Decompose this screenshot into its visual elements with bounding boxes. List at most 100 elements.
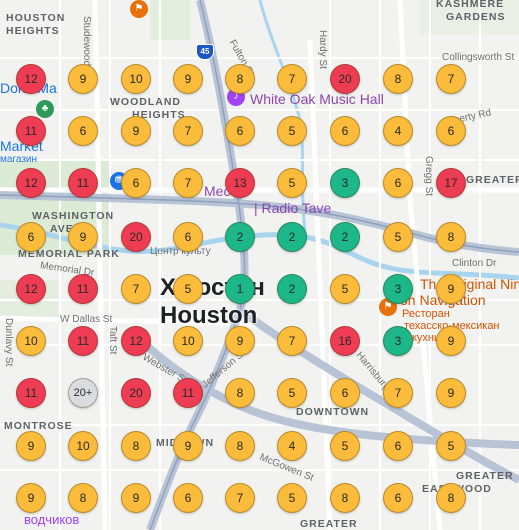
marker-yellow[interactable]: 7 xyxy=(277,326,307,356)
marker-yellow[interactable]: 8 xyxy=(225,64,255,94)
marker-red[interactable]: 17 xyxy=(436,168,466,198)
marker-yellow[interactable]: 5 xyxy=(277,168,307,198)
marker-yellow[interactable]: 5 xyxy=(436,431,466,461)
marker-yellow[interactable]: 6 xyxy=(225,116,255,146)
marker-yellow[interactable]: 9 xyxy=(225,326,255,356)
marker-red[interactable]: 12 xyxy=(16,168,46,198)
marker-red[interactable]: 12 xyxy=(121,326,151,356)
marker-yellow[interactable]: 10 xyxy=(121,64,151,94)
marker-red[interactable]: 12 xyxy=(16,64,46,94)
marker-green[interactable]: 2 xyxy=(277,274,307,304)
marker-yellow[interactable]: 7 xyxy=(225,483,255,513)
marker-yellow[interactable]: 9 xyxy=(173,431,203,461)
marker-yellow[interactable]: 8 xyxy=(436,222,466,252)
neighborhood-downtown: DOWNTOWN xyxy=(296,406,370,418)
marker-red[interactable]: 20 xyxy=(121,222,151,252)
marker-red[interactable]: 11 xyxy=(68,274,98,304)
marker-gray[interactable]: 20+ xyxy=(68,378,98,408)
marker-red[interactable]: 20 xyxy=(330,64,360,94)
marker-red[interactable]: 13 xyxy=(225,168,255,198)
marker-yellow[interactable]: 9 xyxy=(436,274,466,304)
marker-yellow[interactable]: 8 xyxy=(383,64,413,94)
neighborhood-label-line1: WOODLAND xyxy=(110,96,181,108)
poi-vodka[interactable]: водчиков xyxy=(24,512,80,527)
marker-yellow[interactable]: 7 xyxy=(436,64,466,94)
marker-yellow[interactable]: 9 xyxy=(16,431,46,461)
marker-yellow[interactable]: 8 xyxy=(330,483,360,513)
marker-yellow[interactable]: 6 xyxy=(383,168,413,198)
marker-yellow[interactable]: 7 xyxy=(277,64,307,94)
marker-yellow[interactable]: 6 xyxy=(173,222,203,252)
poi-white-oak-music-hall[interactable]: White Oak Music Hall xyxy=(250,91,384,107)
marker-yellow[interactable]: 5 xyxy=(277,116,307,146)
marker-red[interactable]: 11 xyxy=(173,378,203,408)
marker-yellow[interactable]: 9 xyxy=(121,116,151,146)
marker-red[interactable]: 16 xyxy=(330,326,360,356)
marker-red[interactable]: 11 xyxy=(68,168,98,198)
marker-yellow[interactable]: 6 xyxy=(16,222,46,252)
marker-yellow[interactable]: 5 xyxy=(330,274,360,304)
marker-red[interactable]: 11 xyxy=(16,378,46,408)
marker-yellow[interactable]: 9 xyxy=(173,64,203,94)
poi-original-ninfas[interactable]: The Original Ninf xyxy=(420,276,519,292)
marker-yellow[interactable]: 4 xyxy=(383,116,413,146)
poi-radio-tavern[interactable]: | Radio Tave xyxy=(254,200,332,216)
marker-yellow[interactable]: 7 xyxy=(173,168,203,198)
tree-icon[interactable]: ♣ xyxy=(36,100,54,118)
poi-cuisine[interactable]: кухни xyxy=(412,332,441,344)
marker-red[interactable]: 20 xyxy=(121,378,151,408)
marker-yellow[interactable]: 7 xyxy=(383,378,413,408)
marker-yellow[interactable]: 6 xyxy=(68,116,98,146)
street-label-clinton: Clinton Dr xyxy=(452,258,497,269)
marker-green[interactable]: 2 xyxy=(225,222,255,252)
marker-yellow[interactable]: 5 xyxy=(173,274,203,304)
marker-yellow[interactable]: 6 xyxy=(330,116,360,146)
marker-yellow[interactable]: 9 xyxy=(436,326,466,356)
marker-yellow[interactable]: 6 xyxy=(173,483,203,513)
marker-yellow[interactable]: 9 xyxy=(436,378,466,408)
marker-green[interactable]: 3 xyxy=(383,326,413,356)
marker-green[interactable]: 1 xyxy=(225,274,255,304)
marker-yellow[interactable]: 5 xyxy=(383,222,413,252)
marker-red[interactable]: 11 xyxy=(16,116,46,146)
interstate-45-shield: 45 xyxy=(196,44,214,60)
marker-green[interactable]: 3 xyxy=(383,274,413,304)
marker-yellow[interactable]: 7 xyxy=(121,274,151,304)
marker-yellow[interactable]: 6 xyxy=(383,431,413,461)
marker-yellow[interactable]: 9 xyxy=(16,483,46,513)
marker-yellow[interactable]: 8 xyxy=(68,483,98,513)
marker-yellow[interactable]: 6 xyxy=(383,483,413,513)
marker-yellow[interactable]: 10 xyxy=(68,431,98,461)
marker-red[interactable]: 11 xyxy=(68,326,98,356)
neighborhood-label-line1: WASHINGTON xyxy=(32,210,115,222)
marker-yellow[interactable]: 7 xyxy=(173,116,203,146)
poi-magazin[interactable]: магазин xyxy=(0,154,38,165)
poi-center[interactable]: Центр культу xyxy=(150,246,211,257)
marker-green[interactable]: 3 xyxy=(330,168,360,198)
marker-yellow[interactable]: 9 xyxy=(68,64,98,94)
marker-yellow[interactable]: 10 xyxy=(173,326,203,356)
marker-yellow[interactable]: 8 xyxy=(225,431,255,461)
marker-yellow[interactable]: 9 xyxy=(121,483,151,513)
marker-yellow[interactable]: 9 xyxy=(68,222,98,252)
poi-restaurant-ru[interactable]: Ресторан xyxy=(402,308,450,320)
poi-moonshine[interactable]: Mec xyxy=(204,183,231,199)
marker-yellow[interactable]: 6 xyxy=(330,378,360,408)
marker-yellow[interactable]: 4 xyxy=(277,431,307,461)
marker-yellow[interactable]: 6 xyxy=(121,168,151,198)
restaurant-icon[interactable]: ⚑ xyxy=(130,0,148,18)
marker-green[interactable]: 2 xyxy=(330,222,360,252)
neighborhood-memorial-park: MEMORIAL PARK xyxy=(18,248,120,260)
marker-yellow[interactable]: 5 xyxy=(277,378,307,408)
marker-yellow[interactable]: 10 xyxy=(16,326,46,356)
marker-red[interactable]: 12 xyxy=(16,274,46,304)
city-label-houston: Houston xyxy=(160,302,258,329)
marker-yellow[interactable]: 8 xyxy=(225,378,255,408)
marker-yellow[interactable]: 5 xyxy=(277,483,307,513)
marker-yellow[interactable]: 8 xyxy=(436,483,466,513)
marker-yellow[interactable]: 5 xyxy=(330,431,360,461)
marker-yellow[interactable]: 6 xyxy=(436,116,466,146)
marker-green[interactable]: 2 xyxy=(277,222,307,252)
marker-yellow[interactable]: 8 xyxy=(121,431,151,461)
